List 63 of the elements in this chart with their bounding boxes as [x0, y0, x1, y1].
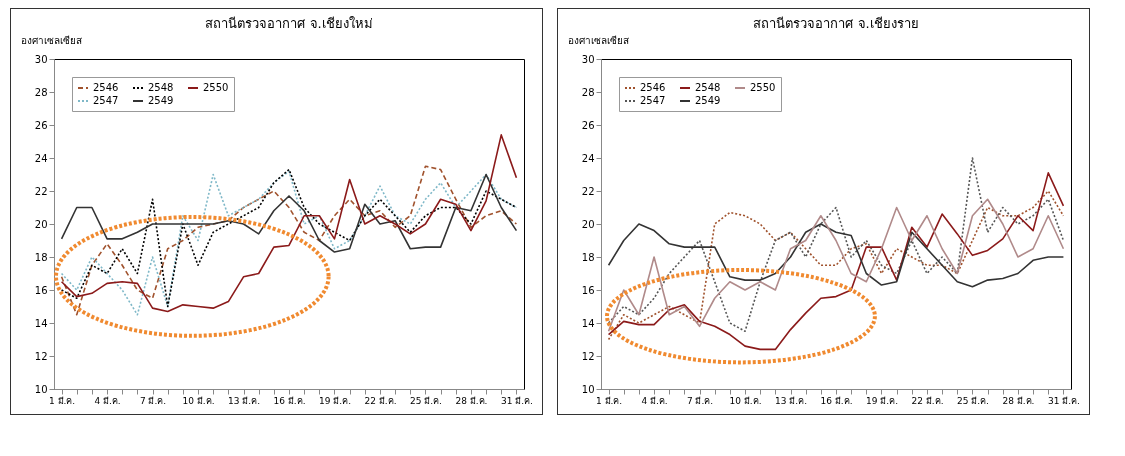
y-axis-title: องศาเซลเซียส: [567, 34, 629, 46]
y-tick-label: 10: [581, 383, 595, 395]
x-tick-label: 16 มี.ค.: [273, 395, 306, 406]
legend-label: 2546: [640, 82, 666, 93]
legend-label: 2549: [148, 95, 174, 106]
x-tick-label: 28 มี.ค.: [455, 395, 488, 406]
x-tick-label: 16 มี.ค.: [820, 395, 853, 406]
x-tick-label: 10 มี.ค.: [182, 395, 215, 406]
y-tick-label: 14: [34, 317, 48, 329]
y-tick-label: 28: [581, 86, 595, 98]
x-tick-label: 13 มี.ค.: [227, 395, 261, 406]
y-tick-label: 18: [581, 251, 595, 263]
x-tick-label: 19 มี.ค.: [865, 395, 899, 406]
y-tick-label: 24: [34, 152, 48, 164]
y-tick-label: 30: [581, 53, 595, 65]
line-series: [607, 157, 1065, 333]
x-tick-label: 25 มี.ค.: [956, 395, 989, 406]
y-tick-label: 12: [34, 350, 48, 362]
legend-label: 2550: [750, 82, 776, 93]
legend-label: 2547: [93, 95, 119, 106]
x-tick-label: 28 มี.ค.: [1002, 395, 1035, 406]
line-series: [60, 173, 518, 253]
y-tick-label: 16: [581, 284, 595, 296]
x-tick-label: 7 มี.ค.: [139, 395, 167, 406]
x-tick-label: 31 มี.ค.: [1047, 395, 1080, 406]
y-tick-label: 22: [581, 185, 595, 197]
legend-label: 2548: [148, 82, 174, 93]
y-tick-label: 26: [34, 119, 48, 131]
legend-label: 2548: [695, 82, 721, 93]
line-series: [60, 134, 518, 313]
legend-label: 2547: [640, 95, 666, 106]
y-tick-label: 14: [581, 317, 595, 329]
y-tick-label: 30: [34, 53, 48, 65]
x-tick-label: 4 มี.ค.: [94, 395, 121, 406]
y-tick-label: 26: [581, 119, 595, 131]
y-tick-label: 10: [34, 383, 48, 395]
x-tick-label: 1 มี.ค.: [48, 395, 76, 406]
x-tick-label: 19 มี.ค.: [318, 395, 352, 406]
y-tick-label: 20: [581, 218, 595, 230]
y-tick-label: 18: [34, 251, 48, 263]
legend-label: 2549: [695, 95, 721, 106]
x-tick-label: 10 มี.ค.: [729, 395, 762, 406]
x-tick-label: 7 มี.ค.: [686, 395, 714, 406]
x-tick-label: 4 มี.ค.: [641, 395, 668, 406]
chart-title: สถานีตรวจอากาศ จ.เชียงใหม่: [205, 16, 373, 31]
chart-title: สถานีตรวจอากาศ จ.เชียงราย: [753, 16, 919, 31]
y-tick-label: 16: [34, 284, 48, 296]
x-tick-label: 1 มี.ค.: [595, 395, 623, 406]
y-tick-label: 12: [581, 350, 595, 362]
y-tick-label: 28: [34, 86, 48, 98]
x-tick-label: 13 มี.ค.: [774, 395, 808, 406]
y-tick-label: 24: [581, 152, 595, 164]
line-series: [607, 223, 1065, 288]
x-tick-label: 31 มี.ค.: [500, 395, 533, 406]
line-series: [607, 172, 1065, 351]
y-tick-label: 20: [34, 218, 48, 230]
x-tick-label: 22 มี.ค.: [364, 395, 397, 406]
y-axis-title: องศาเซลเซียส: [20, 34, 82, 46]
y-tick-label: 22: [34, 185, 48, 197]
x-tick-label: 25 มี.ค.: [409, 395, 442, 406]
x-tick-label: 22 มี.ค.: [911, 395, 944, 406]
legend-label: 2550: [203, 82, 229, 93]
legend-label: 2546: [93, 82, 119, 93]
